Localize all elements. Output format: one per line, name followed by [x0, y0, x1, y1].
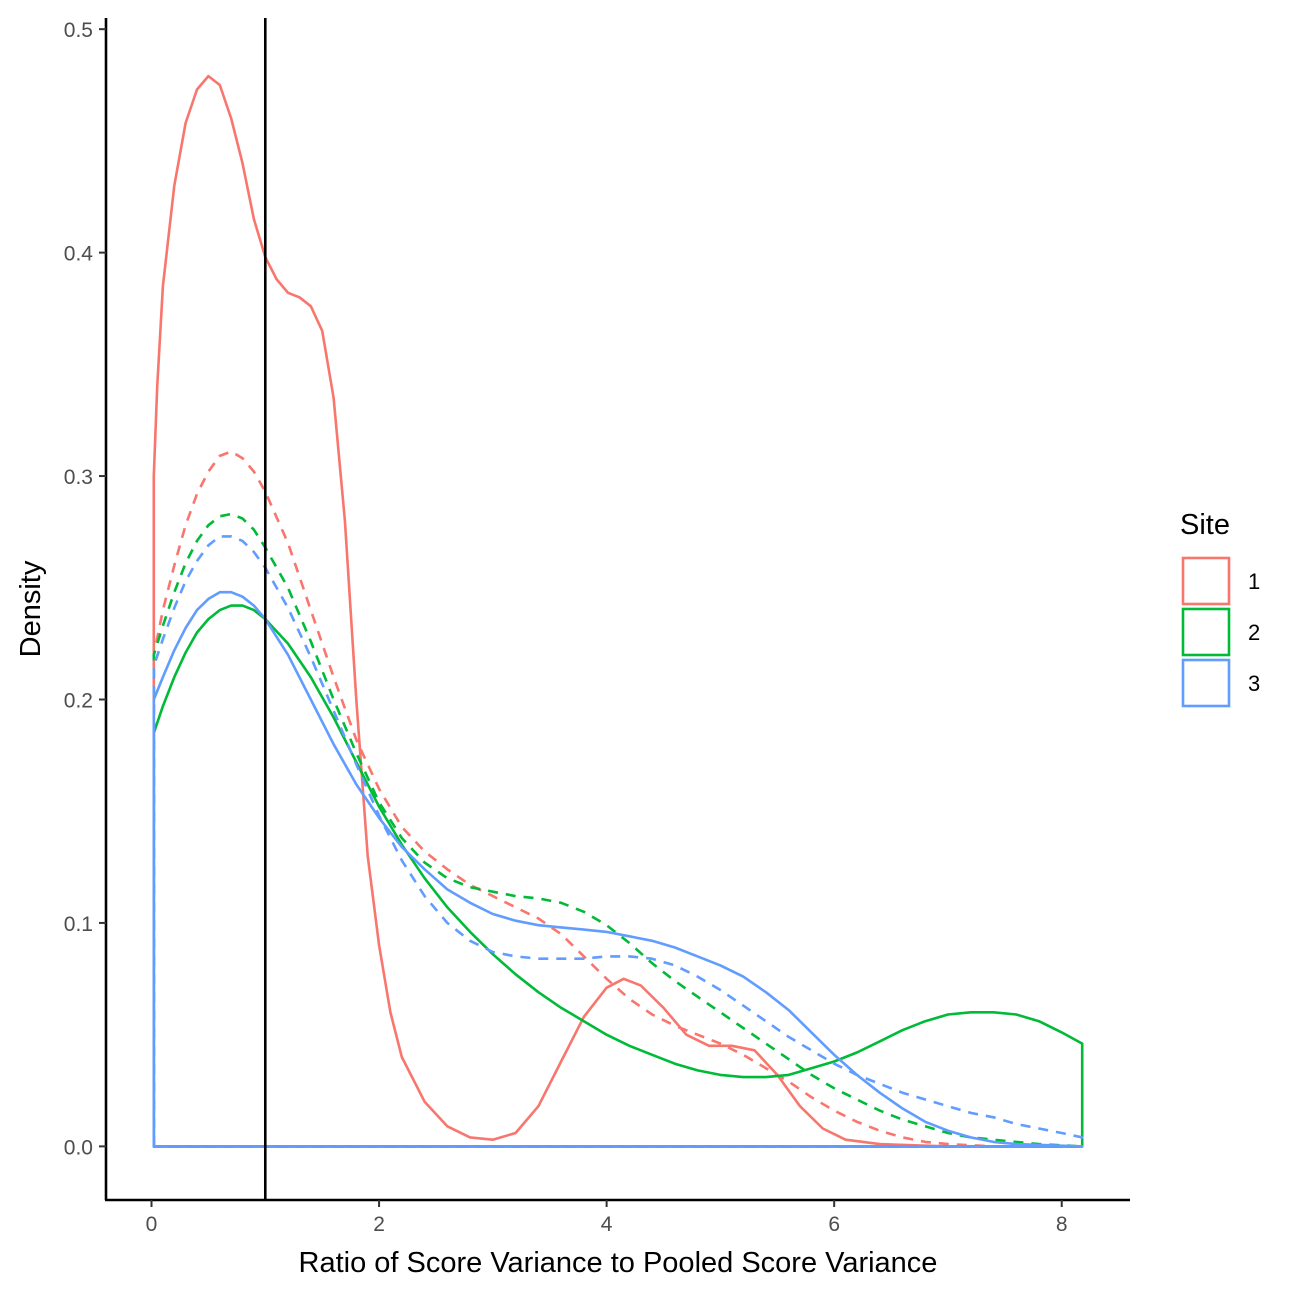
y-tick-label: 0.1 — [64, 913, 93, 936]
x-tick-label: 6 — [828, 1213, 840, 1236]
density-curve-6 — [152, 535, 1084, 1148]
y-tick-label: 0.4 — [64, 243, 94, 266]
legend-key-1 — [1181, 556, 1231, 606]
y-tick-label: 0.5 — [64, 19, 93, 42]
legend-key-3 — [1181, 658, 1231, 708]
y-tick-label: 0.3 — [64, 466, 93, 489]
x-axis-title: Ratio of Score Variance to Pooled Score … — [299, 1247, 938, 1279]
tick-marks: 0 2 4 6 8 0.0 0.1 0.2 0.3 0.4 0.5 — [64, 19, 1068, 1236]
density-curve-2 — [152, 450, 1084, 1148]
legend: Site 1 2 3 — [1180, 509, 1260, 708]
legend-label-2: 2 — [1248, 620, 1260, 645]
plot-area — [152, 18, 1084, 1200]
density-curve-3 — [152, 604, 1084, 1148]
x-tick-label: 2 — [373, 1213, 385, 1236]
axes — [104, 18, 1130, 1202]
legend-label-3: 3 — [1248, 671, 1260, 696]
density-curve-5 — [152, 590, 1084, 1148]
density-curve-4 — [152, 512, 1084, 1148]
y-axis-title: Density — [15, 560, 47, 657]
y-tick-label: 0.2 — [64, 689, 93, 712]
legend-key-2 — [1181, 607, 1231, 657]
legend-title: Site — [1180, 509, 1230, 541]
y-tick-label: 0.0 — [64, 1136, 93, 1159]
x-tick-label: 8 — [1056, 1213, 1068, 1236]
x-tick-label: 4 — [601, 1213, 613, 1236]
x-tick-label: 0 — [146, 1213, 158, 1236]
density-curve-1 — [152, 74, 1084, 1148]
legend-label-1: 1 — [1248, 569, 1260, 594]
